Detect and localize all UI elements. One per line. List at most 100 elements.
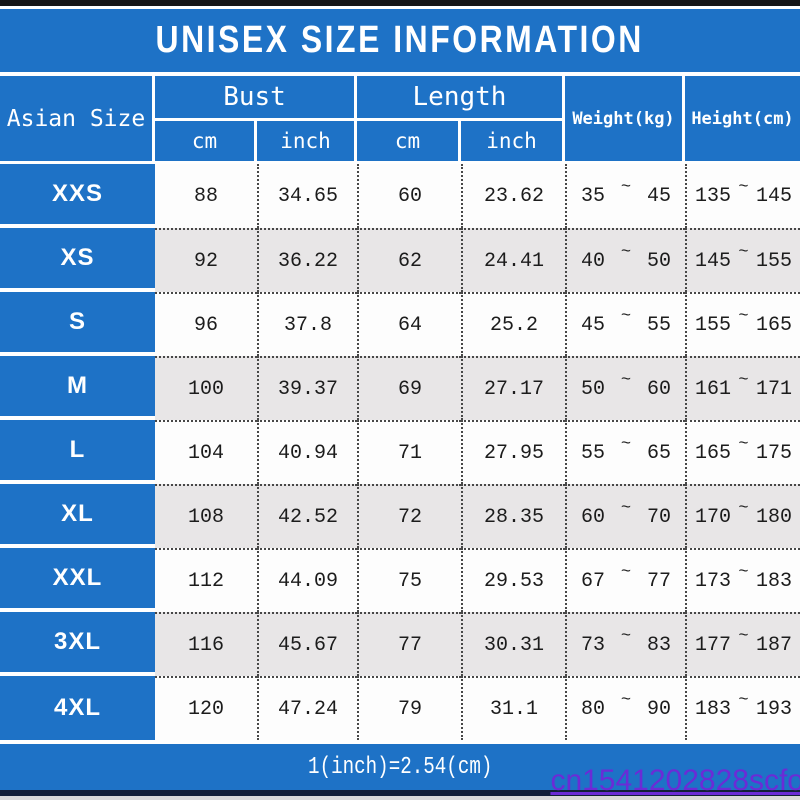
header-length-cm: cm — [357, 121, 461, 161]
size-label: XXS — [0, 164, 155, 228]
length-cm-cell: 75 — [357, 548, 461, 612]
range-high: 83 — [646, 633, 671, 657]
range-separator: ~ — [620, 498, 632, 518]
bust-inch-cell: 45.67 — [257, 612, 357, 676]
length-inch-cell: 24.41 — [461, 228, 565, 292]
height-range-cell: 173 ~ 183 — [685, 548, 800, 612]
size-label: XL — [0, 484, 155, 548]
weight-range-cell: 80 ~ 90 — [565, 676, 685, 740]
bottom-border-bar — [0, 790, 800, 796]
length-inch-cell: 23.62 — [461, 164, 565, 228]
inch-conversion-note: 1(inch)=2.54(cm) — [307, 753, 493, 781]
bust-cm-cell: 88 — [155, 164, 257, 228]
size-label: XS — [0, 228, 155, 292]
range-separator: ~ — [738, 690, 749, 710]
divider — [0, 740, 800, 744]
range-high: 165 — [755, 313, 792, 337]
size-table-body: XXS 88 34.65 60 23.62 35 ~ 45 135 ~ 145 … — [0, 164, 800, 740]
divider — [0, 6, 800, 9]
bust-inch-cell: 40.94 — [257, 420, 357, 484]
header-length: Length — [357, 76, 565, 118]
height-range-cell: 177 ~ 187 — [685, 612, 800, 676]
length-cm-cell: 62 — [357, 228, 461, 292]
range-high: 60 — [646, 377, 671, 401]
range-low: 40 — [581, 249, 606, 273]
size-label: XXL — [0, 548, 155, 612]
range-separator: ~ — [738, 434, 749, 454]
header-bust-inch: inch — [257, 121, 357, 161]
height-range-cell: 170 ~ 180 — [685, 484, 800, 548]
bust-cm-cell: 100 — [155, 356, 257, 420]
bottom-gray-strip — [0, 796, 800, 800]
size-label: L — [0, 420, 155, 484]
length-inch-cell: 27.95 — [461, 420, 565, 484]
size-label: 3XL — [0, 612, 155, 676]
weight-range-cell: 55 ~ 65 — [565, 420, 685, 484]
range-high: 175 — [755, 441, 792, 465]
divider — [0, 72, 800, 76]
range-separator: ~ — [738, 177, 749, 197]
header-bust-cm: cm — [155, 121, 257, 161]
length-inch-cell: 28.35 — [461, 484, 565, 548]
bust-inch-cell: 34.65 — [257, 164, 357, 228]
height-range-cell: 155 ~ 165 — [685, 292, 800, 356]
range-low: 55 — [581, 441, 606, 465]
height-range-cell: 135 ~ 145 — [685, 164, 800, 228]
height-range-cell: 165 ~ 175 — [685, 420, 800, 484]
range-high: 145 — [755, 184, 792, 208]
header-height: Height(cm) — [685, 76, 800, 161]
range-high: 50 — [646, 249, 671, 273]
range-low: 45 — [581, 313, 606, 337]
range-separator: ~ — [738, 562, 749, 582]
range-separator: ~ — [620, 626, 632, 646]
bust-inch-cell: 44.09 — [257, 548, 357, 612]
size-table-header: Asian Size Bust Length Weight(kg) Height… — [0, 76, 800, 161]
range-separator: ~ — [738, 626, 749, 646]
range-high: 77 — [646, 569, 671, 593]
top-border-bar — [0, 0, 800, 6]
header-length-inch: inch — [461, 121, 565, 161]
weight-range-cell: 45 ~ 55 — [565, 292, 685, 356]
weight-range-cell: 40 ~ 50 — [565, 228, 685, 292]
range-separator: ~ — [620, 370, 632, 390]
range-high: 183 — [755, 569, 792, 593]
weight-range-cell: 50 ~ 60 — [565, 356, 685, 420]
height-range-cell: 183 ~ 193 — [685, 676, 800, 740]
length-cm-cell: 69 — [357, 356, 461, 420]
bust-cm-cell: 108 — [155, 484, 257, 548]
height-range-cell: 145 ~ 155 — [685, 228, 800, 292]
length-cm-cell: 64 — [357, 292, 461, 356]
bust-cm-cell: 104 — [155, 420, 257, 484]
title-band: UNISEX SIZE INFORMATION — [0, 9, 800, 72]
weight-range-cell: 35 ~ 45 — [565, 164, 685, 228]
header-asian-size: Asian Size — [0, 76, 155, 161]
range-separator: ~ — [620, 177, 632, 197]
range-high: 90 — [646, 697, 671, 721]
range-separator: ~ — [620, 434, 632, 454]
length-inch-cell: 30.31 — [461, 612, 565, 676]
range-separator: ~ — [620, 306, 632, 326]
bust-inch-cell: 39.37 — [257, 356, 357, 420]
range-low: 73 — [581, 633, 606, 657]
weight-range-cell: 67 ~ 77 — [565, 548, 685, 612]
weight-range-cell: 60 ~ 70 — [565, 484, 685, 548]
range-low: 165 — [695, 441, 732, 465]
bust-cm-cell: 116 — [155, 612, 257, 676]
range-low: 35 — [581, 184, 606, 208]
length-inch-cell: 31.1 — [461, 676, 565, 740]
range-separator: ~ — [738, 242, 749, 262]
length-cm-cell: 60 — [357, 164, 461, 228]
watermark-link[interactable]: cn1541202828scfo — [550, 764, 800, 797]
range-high: 171 — [755, 377, 792, 401]
range-low: 145 — [695, 249, 732, 273]
size-label: S — [0, 292, 155, 356]
range-separator: ~ — [738, 370, 749, 390]
length-inch-cell: 29.53 — [461, 548, 565, 612]
length-cm-cell: 72 — [357, 484, 461, 548]
range-low: 173 — [695, 569, 732, 593]
range-high: 70 — [646, 505, 671, 529]
bust-cm-cell: 96 — [155, 292, 257, 356]
bust-cm-cell: 120 — [155, 676, 257, 740]
range-separator: ~ — [738, 498, 749, 518]
